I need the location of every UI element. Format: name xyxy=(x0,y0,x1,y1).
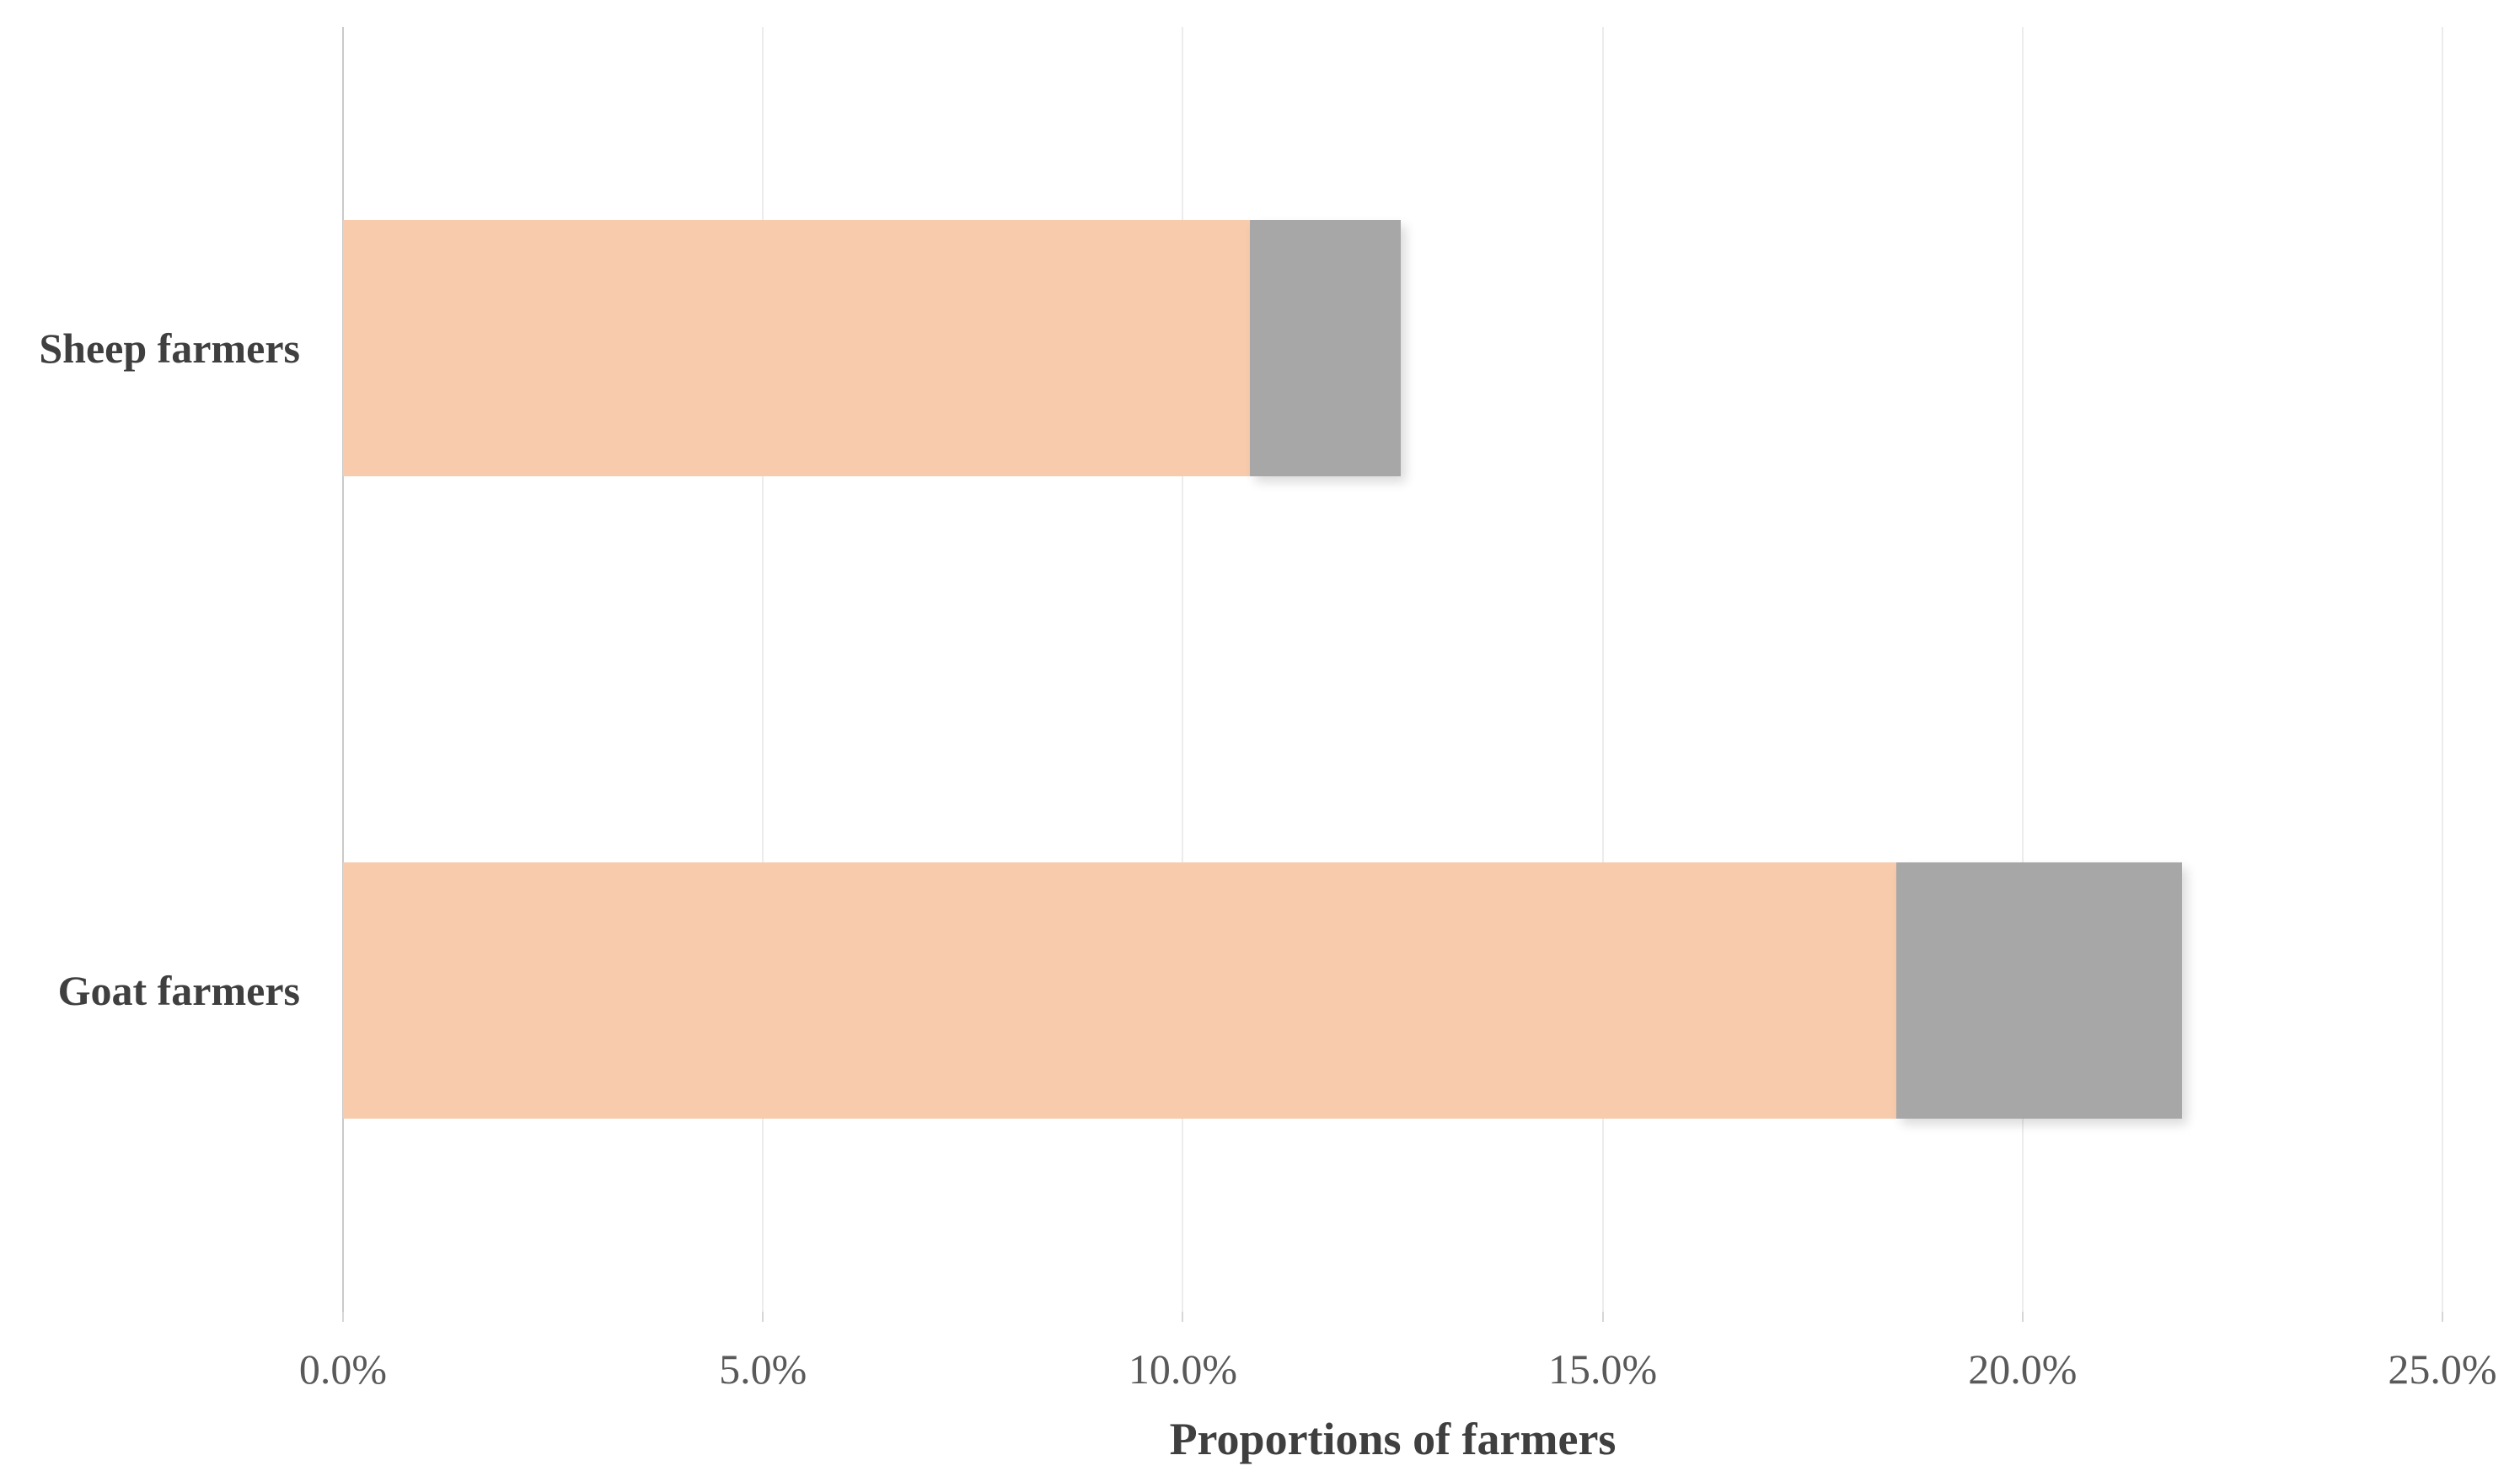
x-tick-label-20.0%: 20.0% xyxy=(1968,1345,2078,1393)
bar-sheep-farmers xyxy=(343,220,1402,476)
bar-segment-gray-segment-sheep-farmers xyxy=(1250,220,1402,476)
tick-mark-25.0% xyxy=(2442,1312,2443,1322)
bar-segment-peach-segment-sheep-farmers xyxy=(343,220,1251,476)
x-tick-label-15.0%: 15.0% xyxy=(1548,1345,1658,1393)
bar-segment-peach-segment-goat-farmers xyxy=(343,862,1897,1119)
tick-mark-20.0% xyxy=(2021,1312,2024,1322)
tick-mark-5.0% xyxy=(762,1312,764,1322)
gridline-5.0% xyxy=(762,27,764,1312)
y-axis-line xyxy=(342,27,344,1312)
x-tick-label-25.0%: 25.0% xyxy=(2388,1345,2497,1393)
gridline-25.0% xyxy=(2442,27,2443,1312)
gridline-10.0% xyxy=(1182,27,1184,1312)
gridline-15.0% xyxy=(1601,27,1604,1312)
gridline-20.0% xyxy=(2021,27,2024,1312)
y-category-label-sheep-farmers: Sheep farmers xyxy=(39,325,300,372)
x-tick-label-5.0%: 5.0% xyxy=(719,1345,807,1393)
tick-mark-0.0% xyxy=(342,1312,344,1322)
x-axis-title: Proportions of farmers xyxy=(1169,1414,1617,1464)
tick-mark-15.0% xyxy=(1601,1312,1604,1322)
tick-mark-10.0% xyxy=(1182,1312,1184,1322)
bar-segment-gray-segment-goat-farmers xyxy=(1896,862,2183,1119)
x-tick-label-0.0%: 0.0% xyxy=(298,1345,388,1393)
y-category-label-goat-farmers: Goat farmers xyxy=(57,967,300,1014)
bar-goat-farmers xyxy=(343,862,2183,1119)
x-tick-label-10.0%: 10.0% xyxy=(1128,1345,1237,1393)
